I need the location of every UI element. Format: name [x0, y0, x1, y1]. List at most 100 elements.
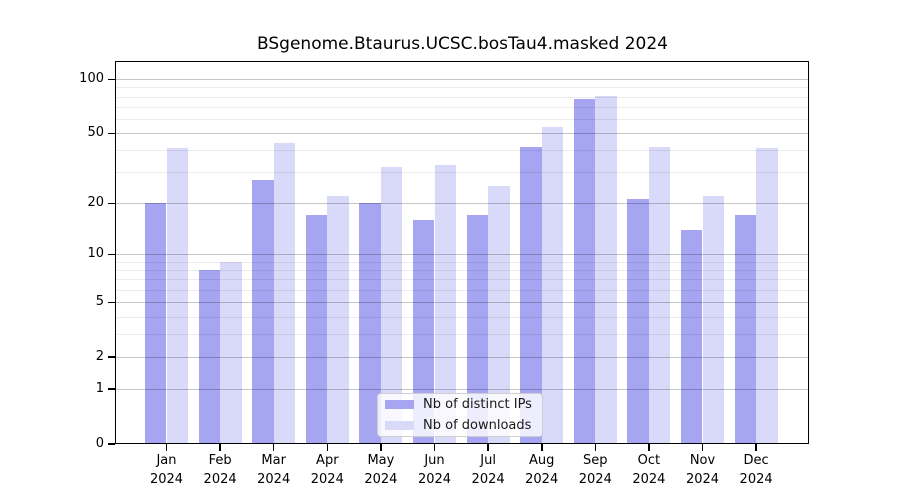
x-axis-tick-label: Jan 2024: [127, 451, 207, 489]
gridline-minor: [115, 118, 809, 120]
x-label-month: Aug: [528, 453, 555, 468]
gridline-minor: [115, 270, 809, 272]
chart-title: BSgenome.Btaurus.UCSC.bosTau4.masked 202…: [257, 34, 668, 54]
x-label-month: Dec: [743, 453, 769, 468]
gridline-major: [115, 254, 809, 256]
y-axis-tick-label: 50: [87, 125, 104, 140]
y-axis-tick-label: 1: [95, 380, 104, 396]
y-axis-tick: [108, 356, 115, 358]
bar-distinct-ips: [520, 146, 542, 444]
bar-distinct-ips: [573, 99, 596, 444]
y-axis-tick: [108, 388, 115, 390]
x-label-month: Feb: [208, 453, 232, 468]
bar-downloads: [488, 186, 510, 444]
gridline-minor: [115, 289, 809, 291]
gridline-major: [115, 388, 809, 390]
plot-area: Nb of distinct IPs Nb of downloads: [115, 61, 809, 444]
bar-distinct-ips: [359, 203, 381, 444]
gridline-major: [115, 79, 809, 80]
x-axis-tick: [272, 444, 275, 451]
x-axis-tick-label: Mar 2024: [234, 451, 314, 489]
y-axis-tick-label: 0: [95, 435, 104, 451]
gridline-minor: [115, 316, 809, 318]
legend-label-distinct-ips: Nb of distinct IPs: [423, 397, 532, 412]
x-axis-tick-label: Aug 2024: [502, 451, 582, 489]
x-label-month: Nov: [689, 453, 716, 468]
bar-distinct-ips: [305, 215, 328, 444]
y-axis-tick-label: 20: [87, 195, 104, 211]
x-axis-tick: [165, 444, 168, 451]
x-axis-tick: [487, 444, 489, 451]
legend-row: Nb of downloads: [378, 416, 542, 435]
x-label-month: Jan: [156, 453, 177, 468]
x-label-year: 2024: [632, 472, 666, 487]
legend-row: Nb of distinct IPs: [378, 395, 542, 414]
y-axis-tick: [108, 132, 115, 134]
bar-downloads: [702, 195, 725, 444]
x-label-month: Sep: [583, 453, 608, 468]
bar-distinct-ips: [627, 199, 649, 444]
gridline-minor: [115, 106, 809, 108]
bar-distinct-ips: [144, 203, 167, 444]
x-axis-tick: [648, 444, 650, 451]
bar-distinct-ips: [198, 270, 221, 444]
x-label-year: 2024: [525, 472, 559, 487]
x-label-month: Oct: [637, 453, 661, 468]
x-label-year: 2024: [149, 472, 184, 487]
x-label-month: May: [367, 453, 395, 468]
x-label-year: 2024: [203, 472, 237, 487]
gridline-major: [115, 133, 809, 134]
gridline-minor: [115, 87, 809, 89]
gridline-minor: [115, 334, 809, 336]
bar-distinct-ips: [466, 215, 489, 444]
y-axis-tick: [108, 78, 115, 80]
bar-downloads: [273, 142, 296, 444]
bar-downloads: [756, 148, 778, 444]
x-axis-tick: [755, 444, 757, 451]
bar-downloads: [434, 165, 457, 444]
gridline-minor: [115, 150, 809, 152]
x-axis-tick-label: Apr 2024: [287, 451, 367, 489]
bar-downloads: [595, 95, 617, 444]
x-label-year: 2024: [739, 472, 773, 487]
y-axis-tick-label: 100: [79, 71, 104, 86]
bar-downloads: [166, 148, 189, 444]
y-axis-tick-label: 2: [95, 348, 104, 364]
x-axis-tick: [219, 444, 221, 451]
bar-distinct-ips: [412, 219, 435, 444]
x-label-year: 2024: [471, 472, 505, 487]
bar-distinct-ips: [252, 180, 274, 444]
x-axis-tick: [433, 444, 436, 451]
x-label-year: 2024: [685, 472, 720, 487]
x-label-month: Jun: [424, 453, 445, 468]
gridline-major: [115, 203, 809, 205]
y-axis-tick-label: 10: [87, 246, 104, 262]
x-axis-tick: [701, 444, 704, 451]
x-axis-tick-label: Sep 2024: [555, 451, 635, 489]
x-axis-tick: [594, 444, 596, 451]
y-axis-tick: [108, 301, 115, 304]
bar-distinct-ips: [734, 215, 757, 444]
y-axis-tick: [108, 253, 115, 256]
legend-swatch-downloads: [385, 421, 414, 430]
x-label-month: Apr: [316, 453, 339, 468]
x-label-month: Mar: [261, 453, 286, 468]
x-label-year: 2024: [310, 472, 344, 487]
legend-swatch-distinct-ips: [385, 400, 414, 409]
y-axis-tick-label: 5: [95, 294, 104, 310]
gridline-major: [115, 302, 809, 304]
x-label-year: 2024: [364, 472, 398, 487]
x-axis-tick-label: Jul 2024: [448, 451, 528, 489]
x-label-year: 2024: [417, 472, 452, 487]
gridline-minor: [115, 261, 809, 263]
gridline-minor: [115, 279, 809, 281]
x-label-month: Jul: [480, 453, 496, 468]
x-axis-tick-label: Nov 2024: [663, 451, 743, 489]
legend-label-downloads: Nb of downloads: [423, 418, 532, 433]
x-axis-tick: [380, 444, 382, 451]
bar-downloads: [220, 261, 242, 444]
bar-distinct-ips: [680, 229, 703, 444]
gridline-minor: [115, 172, 809, 174]
x-axis-tick-label: May 2024: [341, 451, 421, 489]
x-axis-tick-label: Oct 2024: [609, 451, 689, 489]
